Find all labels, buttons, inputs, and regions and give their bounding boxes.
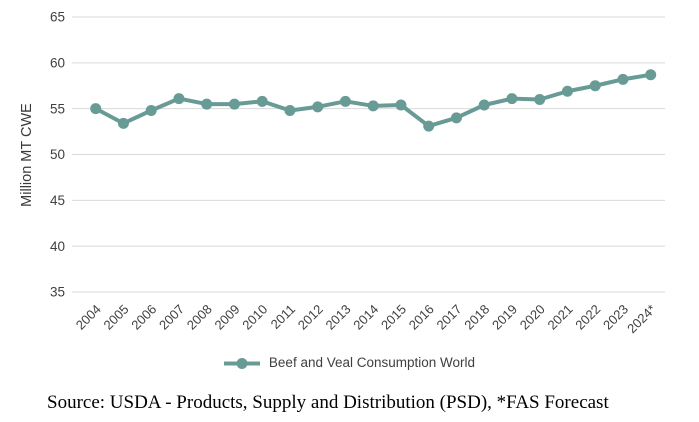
data-point-2006 <box>145 105 157 116</box>
x-tick-label-2009: 2009 <box>212 302 243 333</box>
legend-line-marker-icon <box>223 357 260 369</box>
x-tick-label-2019: 2019 <box>489 302 520 333</box>
x-tick-label-2012: 2012 <box>295 302 326 333</box>
data-point-2023 <box>617 73 629 85</box>
x-tick-label-2020: 2020 <box>517 302 548 333</box>
x-tick-label-2005: 2005 <box>101 302 132 333</box>
data-point-2005 <box>117 117 129 129</box>
y-tick-label-60: 60 <box>50 56 65 71</box>
data-point-2019 <box>506 93 518 105</box>
x-tick-label-2007: 2007 <box>156 302 187 333</box>
y-tick-label-45: 45 <box>50 193 65 208</box>
y-tick-label-55: 55 <box>50 101 65 116</box>
x-tick-label-2018: 2018 <box>461 302 492 333</box>
data-point-2011 <box>284 105 296 116</box>
y-axis-title: Million MT CWE <box>19 103 35 207</box>
beef-veal-consumption-line-chart: 3540455055606520042005200620072008200920… <box>19 10 665 337</box>
x-tick-label-2022: 2022 <box>572 302 603 333</box>
data-point-2007 <box>173 93 185 105</box>
x-tick-label-2010: 2010 <box>239 302 270 333</box>
x-tick-label-2008: 2008 <box>184 302 215 333</box>
x-tick-label-2014: 2014 <box>350 302 381 333</box>
legend-label: Beef and Veal Consumption World <box>268 355 476 370</box>
data-point-2017 <box>450 112 462 124</box>
data-point-2021 <box>561 85 573 97</box>
data-point-2015 <box>395 99 407 111</box>
x-tick-label-2021: 2021 <box>545 302 576 333</box>
data-point-2022 <box>589 80 601 92</box>
data-point-2016 <box>423 120 435 132</box>
data-point-2018 <box>478 99 490 111</box>
x-tick-label-2015: 2015 <box>378 302 409 333</box>
data-point-2008 <box>201 98 213 110</box>
data-point-2010 <box>256 95 268 107</box>
data-point-2020 <box>534 94 546 105</box>
x-tick-label-2016: 2016 <box>406 302 437 333</box>
y-tick-label-40: 40 <box>50 239 65 254</box>
data-point-2014 <box>367 100 379 112</box>
x-tick-label-2004: 2004 <box>73 302 104 333</box>
x-tick-label-2024*: 2024* <box>624 302 659 337</box>
data-point-2024* <box>645 69 657 81</box>
y-tick-label-35: 35 <box>50 285 65 300</box>
x-tick-label-2006: 2006 <box>128 302 159 333</box>
y-tick-label-65: 65 <box>50 10 65 25</box>
data-point-2012 <box>312 101 324 113</box>
data-point-2009 <box>228 98 240 110</box>
x-tick-label-2017: 2017 <box>434 302 465 333</box>
data-point-2004 <box>90 103 102 115</box>
x-tick-label-2013: 2013 <box>323 302 354 333</box>
source-note: Source: USDA - Products, Supply and Dist… <box>47 392 609 413</box>
y-tick-label-50: 50 <box>50 147 65 162</box>
legend: Beef and Veal Consumption World <box>0 355 699 371</box>
x-tick-label-2011: 2011 <box>268 302 298 332</box>
data-point-2013 <box>339 95 351 107</box>
